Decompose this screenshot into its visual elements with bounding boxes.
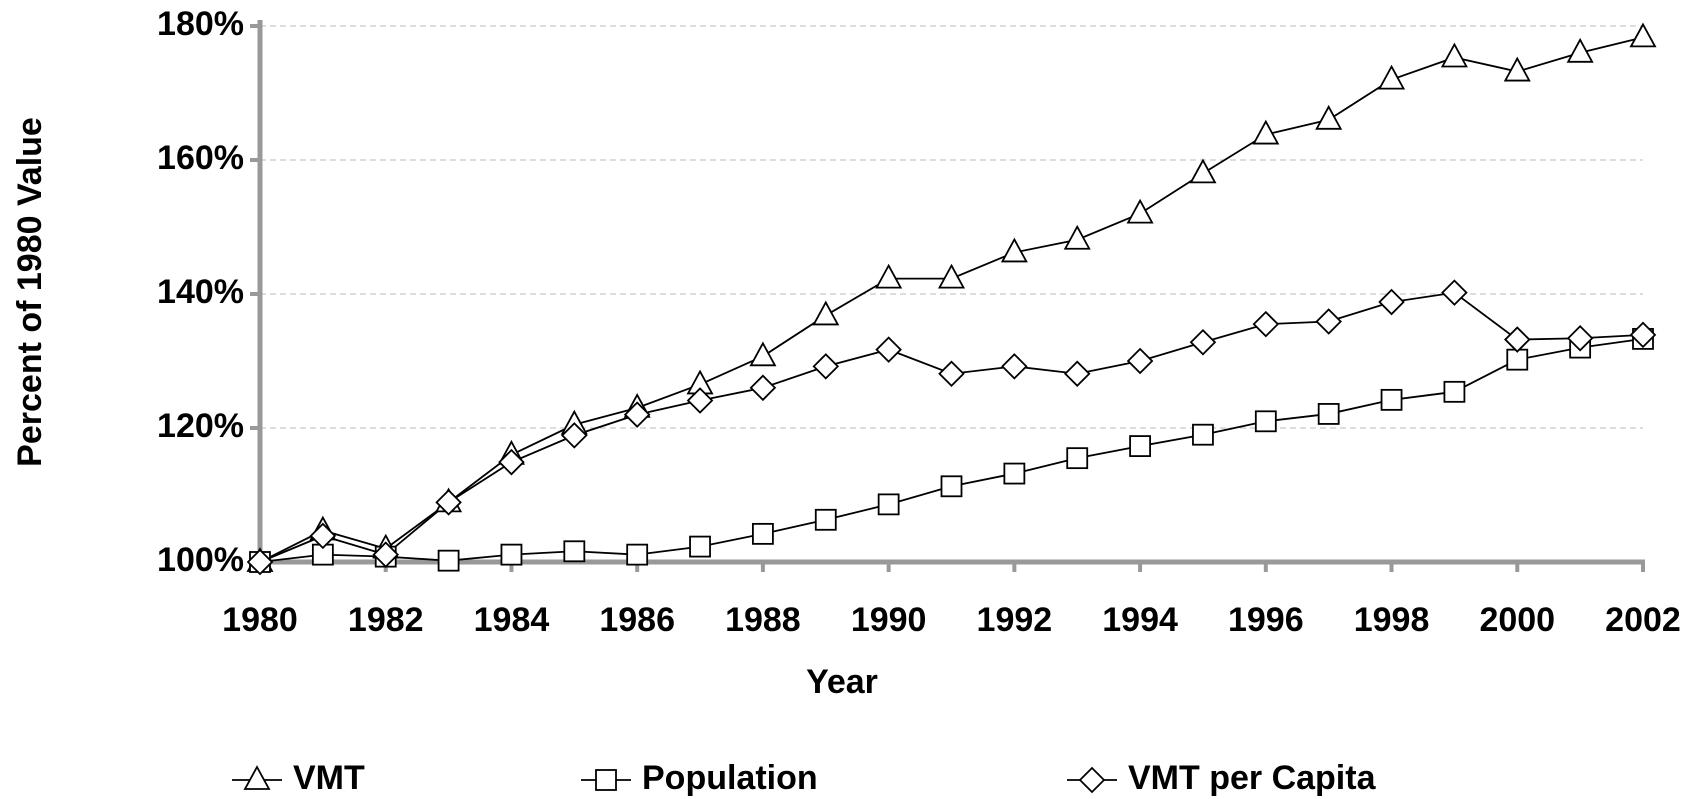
data-point (435, 489, 462, 516)
data-point (1252, 310, 1280, 338)
data-point (623, 401, 651, 428)
data-point (875, 336, 902, 363)
data-point (1001, 353, 1028, 380)
data-point (1317, 403, 1340, 425)
data-point (1254, 410, 1277, 433)
y-tick-label: 180% (157, 5, 244, 43)
x-tick-label: 1990 (851, 601, 927, 639)
legend-marker (1078, 766, 1106, 794)
data-point (626, 543, 649, 566)
series-line (259, 291, 1644, 563)
data-point (1003, 462, 1026, 485)
data-point (498, 448, 525, 476)
data-point (752, 522, 774, 545)
data-point (875, 263, 903, 289)
data-point (938, 360, 965, 388)
x-tick-label: 1992 (977, 601, 1053, 639)
legend-marker (595, 769, 617, 791)
y-tick-label: 140% (157, 273, 244, 311)
data-point (1129, 435, 1151, 457)
data-point (1629, 321, 1657, 349)
data-point (1315, 308, 1342, 335)
data-point (1189, 328, 1217, 356)
data-point (1063, 360, 1091, 388)
x-tick-label: 1986 (599, 601, 675, 639)
x-tick-label: 1982 (348, 601, 424, 639)
x-tick-label: 1988 (725, 601, 801, 639)
data-point (1503, 326, 1531, 353)
data-point (1126, 198, 1154, 224)
x-tick-label: 2000 (1479, 601, 1555, 639)
data-point (1189, 158, 1217, 184)
y-axis-label: Percent of 1980 Value (11, 117, 49, 467)
data-point (1443, 380, 1466, 403)
y-tick-label: 100% (157, 541, 244, 579)
data-point (686, 387, 714, 414)
data-point (1380, 388, 1403, 411)
data-point (1192, 423, 1214, 446)
data-point (937, 263, 966, 289)
data-point (812, 300, 840, 326)
data-point (500, 543, 523, 566)
data-point (1566, 324, 1594, 352)
data-point (1063, 224, 1091, 250)
legend-marker (243, 765, 271, 790)
x-tick-label: 1980 (222, 601, 298, 639)
data-point (1566, 37, 1594, 63)
legend-label: Population (642, 759, 818, 797)
data-point (1440, 42, 1468, 68)
data-point (246, 548, 274, 576)
y-tick-label: 120% (157, 407, 244, 445)
data-point (309, 522, 337, 550)
x-tick-label: 2002 (1605, 601, 1681, 639)
data-point (563, 540, 586, 563)
data-point (1252, 119, 1280, 145)
x-tick-label: 1994 (1102, 601, 1178, 639)
legend-label: VMT (293, 759, 365, 797)
x-tick-label: 1996 (1228, 601, 1304, 639)
data-point (1378, 288, 1405, 316)
data-point (940, 475, 963, 498)
data-point (1000, 237, 1028, 263)
x-axis-label: Year (806, 663, 878, 701)
data-point (1315, 104, 1343, 130)
data-point (812, 353, 840, 380)
data-point (1503, 56, 1531, 82)
data-point (689, 535, 711, 558)
data-point (1378, 64, 1406, 90)
x-tick-label: 1984 (474, 601, 550, 639)
legend-label: VMT per Capita (1128, 759, 1377, 797)
data-point (561, 422, 588, 449)
data-point (372, 541, 400, 568)
data-point (1066, 447, 1089, 470)
data-point (877, 493, 900, 516)
data-point (1126, 347, 1154, 375)
data-point (749, 374, 777, 402)
data-point (749, 341, 777, 367)
data-point (1441, 279, 1468, 306)
data-point (814, 508, 837, 531)
x-tick-label: 1998 (1354, 601, 1430, 639)
data-point (437, 549, 460, 572)
data-point (1629, 22, 1657, 48)
y-tick-label: 160% (157, 139, 244, 177)
